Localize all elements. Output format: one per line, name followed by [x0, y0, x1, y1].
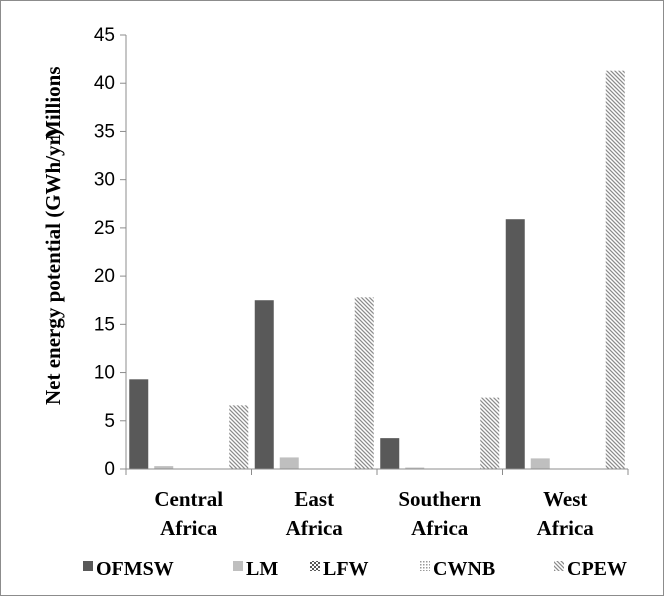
bar-ofmsw	[129, 379, 149, 469]
bar-lm	[154, 466, 174, 469]
bar-ofmsw	[505, 219, 525, 469]
y-tick-label: 5	[104, 411, 115, 432]
category-label: Africa	[160, 516, 218, 540]
category-label: East	[294, 487, 334, 511]
bar-lm	[279, 457, 299, 469]
bar-cpew	[354, 297, 374, 469]
legend: OFMSW LM LFW CWNB CPEW	[83, 558, 627, 580]
y-axis: 0 5 10 15 20 25 30 35 40 45	[94, 25, 127, 480]
y-tick-label: 40	[94, 73, 115, 94]
y-tick-label: 35	[94, 121, 115, 142]
y-tick-label: 10	[94, 363, 115, 384]
category-label: West	[543, 487, 587, 511]
y-axis-unit: Millions	[41, 66, 65, 140]
y-axis-label: Net energy potential (GWh/yr)	[41, 129, 65, 405]
y-tick-label: 30	[94, 170, 115, 191]
category-label: Africa	[411, 516, 469, 540]
bar-cpew	[229, 405, 249, 469]
legend-label-lm: LM	[246, 558, 278, 580]
y-tick-label: 45	[94, 25, 115, 46]
bar-cpew	[480, 397, 500, 469]
category-label: Africa	[286, 516, 344, 540]
legend-swatch-ofmsw	[83, 561, 93, 571]
legend-swatch-lm	[233, 561, 243, 571]
bar-ofmsw	[380, 438, 400, 469]
x-axis: Central Africa East Africa Southern Africa Wes…	[125, 468, 629, 540]
y-tick-label: 15	[94, 314, 115, 335]
bar-ofmsw	[254, 300, 274, 469]
legend-label-cwnb: CWNB	[433, 558, 495, 580]
bar-lm	[405, 467, 425, 469]
category-label: Africa	[537, 516, 595, 540]
bars	[129, 70, 625, 469]
bar-lm	[530, 458, 550, 469]
y-tick-label: 20	[94, 266, 115, 287]
legend-swatch-cwnb	[420, 561, 430, 571]
y-tick-label: 25	[94, 218, 115, 239]
legend-swatch-lfw	[310, 561, 320, 571]
category-label: Central	[154, 487, 223, 511]
legend-label-ofmsw: OFMSW	[96, 558, 174, 580]
category-label: Southern	[398, 487, 481, 511]
legend-swatch-cpew	[554, 561, 564, 571]
legend-label-lfw: LFW	[323, 558, 369, 580]
bar-cpew	[605, 70, 625, 469]
y-tick-label: 0	[104, 459, 115, 480]
legend-label-cpew: CPEW	[567, 558, 627, 580]
